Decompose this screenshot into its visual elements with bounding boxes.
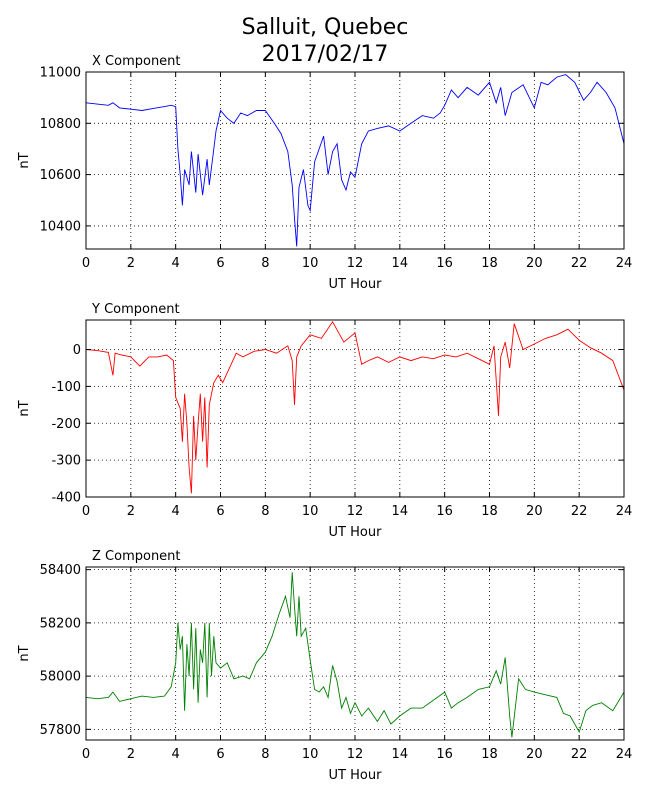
x-tick-label-9: 18 — [481, 747, 498, 762]
x-tick-label-6: 12 — [347, 747, 364, 762]
x-tick-label-3: 6 — [216, 256, 224, 271]
x-tick-label-11: 22 — [571, 504, 588, 519]
y-tick-label-2: -200 — [51, 417, 81, 432]
y-tick-label-3: 11000 — [40, 66, 81, 81]
panel-2: 0 2 4 6 8 10 12 14 16 18 20 22 24-400-300-200-1000Y … — [17, 302, 632, 540]
panel-subtitle: X Component — [92, 54, 181, 69]
x-tick-label-2: 4 — [172, 256, 180, 271]
x-tick-label-7: 14 — [392, 504, 409, 519]
x-tick-label-11: 22 — [571, 256, 588, 271]
x-tick-label-1: 2 — [127, 256, 135, 271]
panel-subtitle: Y Component — [91, 302, 180, 317]
y-tick-label-2: 10800 — [40, 117, 81, 132]
x-tick-label-2: 4 — [172, 747, 180, 762]
x-tick-label-0: 0 — [82, 504, 90, 519]
x-tick-label-3: 6 — [216, 747, 224, 762]
x-tick-label-0: 0 — [82, 747, 90, 762]
x-tick-label-8: 16 — [436, 504, 453, 519]
x-tick-label-7: 14 — [392, 256, 409, 271]
x-tick-label-8: 16 — [436, 747, 453, 762]
y-tick-label-1: 10600 — [40, 168, 81, 183]
x-axis-label: UT Hour — [329, 277, 383, 292]
x-tick-label-11: 22 — [571, 747, 588, 762]
x-tick-label-1: 2 — [127, 504, 135, 519]
x-tick-label-12: 24 — [616, 504, 633, 519]
panels: 0 2 4 6 8 10 12 14 16 18 20 22 241040010600108001100… — [17, 54, 632, 783]
x-tick-label-5: 10 — [302, 256, 319, 271]
x-tick-label-9: 18 — [481, 504, 498, 519]
x-tick-label-3: 6 — [216, 504, 224, 519]
figure-title-line1: Salluit, Quebec — [242, 15, 409, 40]
x-tick-label-9: 18 — [481, 256, 498, 271]
x-tick-label-12: 24 — [616, 256, 633, 271]
y-tick-label-0: 57800 — [40, 723, 81, 738]
series-line-1 — [86, 74, 624, 247]
y-tick-label-3: 58400 — [40, 563, 81, 578]
plot-frame-3 — [85, 566, 625, 741]
y-tick-label-4: 0 — [73, 343, 81, 358]
x-tick-label-4: 8 — [261, 504, 269, 519]
x-tick-label-10: 20 — [526, 504, 543, 519]
x-tick-label-6: 12 — [347, 256, 364, 271]
x-tick-label-7: 14 — [392, 747, 409, 762]
x-tick-label-2: 4 — [172, 504, 180, 519]
y-tick-label-2: 58200 — [40, 616, 81, 631]
x-tick-label-10: 20 — [526, 747, 543, 762]
x-tick-label-4: 8 — [261, 256, 269, 271]
panel-1: 0 2 4 6 8 10 12 14 16 18 20 22 241040010600108001100… — [17, 54, 632, 292]
x-tick-label-10: 20 — [526, 256, 543, 271]
y-axis-label: nT — [17, 645, 32, 661]
x-tick-label-12: 24 — [616, 747, 633, 762]
series-line-2 — [86, 320, 624, 494]
figure-title-line2: 2017/02/17 — [262, 42, 389, 67]
x-tick-label-5: 10 — [302, 747, 319, 762]
y-tick-label-1: -300 — [51, 454, 81, 469]
y-axis-label: nT — [17, 400, 32, 416]
y-tick-label-0: -400 — [51, 491, 81, 506]
x-tick-label-0: 0 — [82, 256, 90, 271]
x-tick-label-4: 8 — [261, 747, 269, 762]
y-tick-label-3: -100 — [51, 380, 81, 395]
panel-3: 0 2 4 6 8 10 12 14 16 18 20 22 245780058000582005840… — [17, 549, 632, 783]
x-tick-label-1: 2 — [127, 747, 135, 762]
x-axis-label: UT Hour — [329, 768, 383, 783]
x-axis-label: UT Hour — [329, 525, 383, 540]
series-line-3 — [86, 572, 624, 738]
x-tick-label-5: 10 — [302, 504, 319, 519]
y-tick-label-1: 58000 — [40, 670, 81, 685]
panel-subtitle: Z Component — [92, 549, 181, 564]
x-tick-label-6: 12 — [347, 504, 364, 519]
x-tick-label-8: 16 — [436, 256, 453, 271]
y-axis-label: nT — [17, 152, 32, 168]
y-tick-label-0: 10400 — [40, 219, 81, 234]
